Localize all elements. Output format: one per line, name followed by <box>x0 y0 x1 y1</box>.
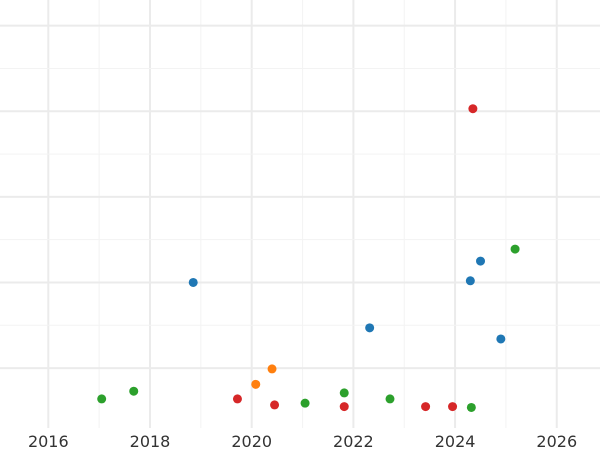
data-point-series-2-0 <box>97 394 107 404</box>
data-point-series-0-2 <box>465 276 475 286</box>
x-tick-label-2018: 2018 <box>130 432 171 450</box>
x-tick-label-2016: 2016 <box>28 432 69 450</box>
data-point-series-2-1 <box>129 386 139 396</box>
data-points <box>97 104 520 412</box>
x-tick-label-2020: 2020 <box>231 432 272 450</box>
data-point-series-2-5 <box>466 402 476 412</box>
x-axis-tick-labels: 2016 2018 2020 2022 2024 2026 <box>28 432 577 450</box>
data-point-series-3-0 <box>232 394 242 404</box>
data-point-series-2-2 <box>300 398 310 408</box>
data-point-series-3-3 <box>421 402 431 412</box>
grid <box>0 0 600 428</box>
data-point-series-0-3 <box>476 256 486 266</box>
data-point-series-3-2 <box>339 402 349 412</box>
data-point-series-0-1 <box>365 323 375 333</box>
data-point-series-2-6 <box>510 244 520 254</box>
data-point-series-3-5 <box>468 104 478 114</box>
data-point-series-1-0 <box>251 379 261 389</box>
data-point-series-0-4 <box>496 334 506 344</box>
data-point-series-2-4 <box>385 394 395 404</box>
x-tick-label-2024: 2024 <box>435 432 476 450</box>
x-tick-label-2026: 2026 <box>536 432 577 450</box>
data-point-series-3-4 <box>448 402 458 412</box>
data-point-series-0-0 <box>188 277 198 287</box>
data-point-series-1-1 <box>267 364 277 374</box>
data-point-series-3-1 <box>270 400 280 410</box>
data-point-series-2-3 <box>339 388 349 398</box>
x-tick-label-2022: 2022 <box>333 432 374 450</box>
